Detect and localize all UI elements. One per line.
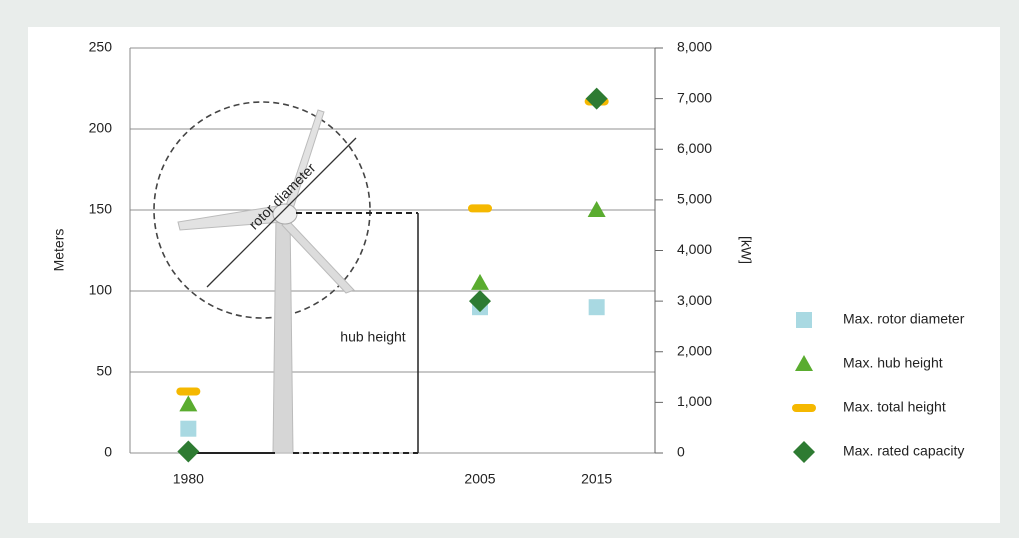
marker-dash [176,387,201,396]
panel [28,27,1000,523]
y2-tick-label: 5,000 [677,191,712,207]
y-tick-label: 150 [89,201,113,217]
y-tick-label: 0 [104,444,112,460]
y2-tick-label: 2,000 [677,342,712,358]
marker-square [588,299,605,316]
marker-square [180,420,197,437]
marker-triangle [471,273,489,290]
turbine-illustration [153,101,419,454]
y2-axis-label: [kW] [738,236,754,264]
marker-diamond [793,441,815,463]
y2-tick-label: 4,000 [677,241,712,257]
marker-diamond [177,440,200,463]
x-tick-label: 1980 [173,471,204,487]
legend-label: Max. rated capacity [843,443,964,459]
marker-dash [792,404,816,412]
y2-tick-label: 6,000 [677,140,712,156]
legend-label: Max. total height [843,399,946,415]
marker-diamond [585,87,608,110]
y2-tick-label: 3,000 [677,292,712,308]
legend-label: Max. rotor diameter [843,311,965,327]
marker-square [796,312,812,328]
marker-triangle [587,201,606,217]
y2-tick-label: 8,000 [677,39,712,55]
marker-triangle [179,395,198,412]
x-tick-label: 2005 [464,471,495,487]
marker-diamond [469,290,491,313]
y2-tick-label: 1,000 [677,393,712,409]
y-tick-label: 50 [96,363,112,379]
y-tick-label: 100 [89,282,113,298]
x-tick-label: 2015 [581,471,612,487]
y-axis-label: Meters [51,229,67,272]
y-tick-label: 200 [89,120,113,136]
y2-tick-label: 0 [677,444,685,460]
legend-label: Max. hub height [843,355,943,371]
marker-triangle [795,355,813,371]
y-tick-label: 250 [89,39,113,55]
marker-dash [468,204,492,213]
annotation: hub height [340,329,406,345]
y2-tick-label: 7,000 [677,89,712,105]
